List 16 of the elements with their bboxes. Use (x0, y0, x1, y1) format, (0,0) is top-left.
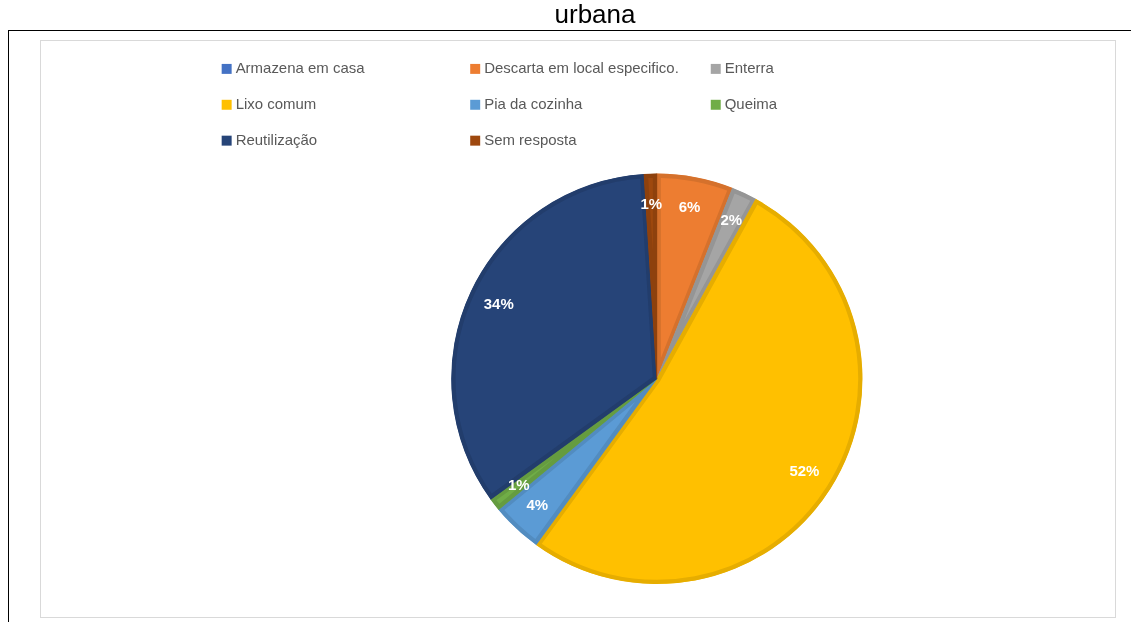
data-label: 52% (789, 462, 820, 480)
data-label: 4% (526, 496, 549, 514)
legend-label: Armazena em casa (235, 59, 366, 77)
data-label: 1% (640, 194, 663, 212)
legend-label: Reutilização (235, 130, 318, 148)
data-label: 1% (507, 475, 530, 493)
legend-label: Descarta em local especifico. (484, 59, 679, 77)
data-label: 2% (720, 211, 743, 229)
legend-label: Queima (724, 94, 778, 112)
chart-title: urbana (553, 0, 637, 29)
legend-label: Enterra (724, 59, 775, 77)
legend-label: Sem resposta (484, 130, 578, 148)
data-label: 6% (678, 197, 701, 215)
legend-label: Lixo comum (235, 94, 317, 112)
data-label: 34% (483, 294, 514, 312)
legend-label: Pia da cozinha (484, 94, 584, 112)
